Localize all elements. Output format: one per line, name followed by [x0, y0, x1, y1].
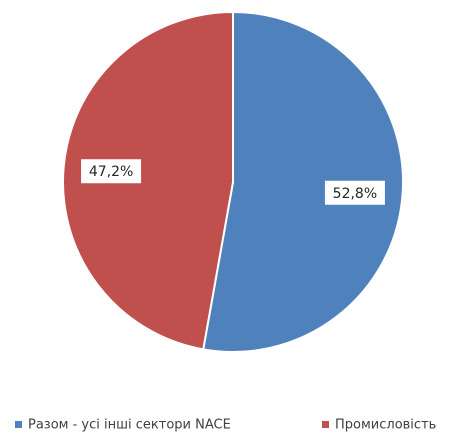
data-label: 47,2% — [89, 164, 133, 180]
legend-swatch — [322, 421, 329, 428]
data-label: 52,8% — [333, 186, 377, 202]
data-label-box — [324, 180, 385, 205]
data-label-box — [81, 159, 142, 184]
pie-slice — [202, 10, 404, 353]
legend-swatch — [15, 421, 22, 428]
legend-label: Промисловість — [335, 418, 436, 433]
legend-label: Разом - усі інші сектори NACE — [28, 418, 231, 433]
pie-slice — [62, 10, 234, 351]
